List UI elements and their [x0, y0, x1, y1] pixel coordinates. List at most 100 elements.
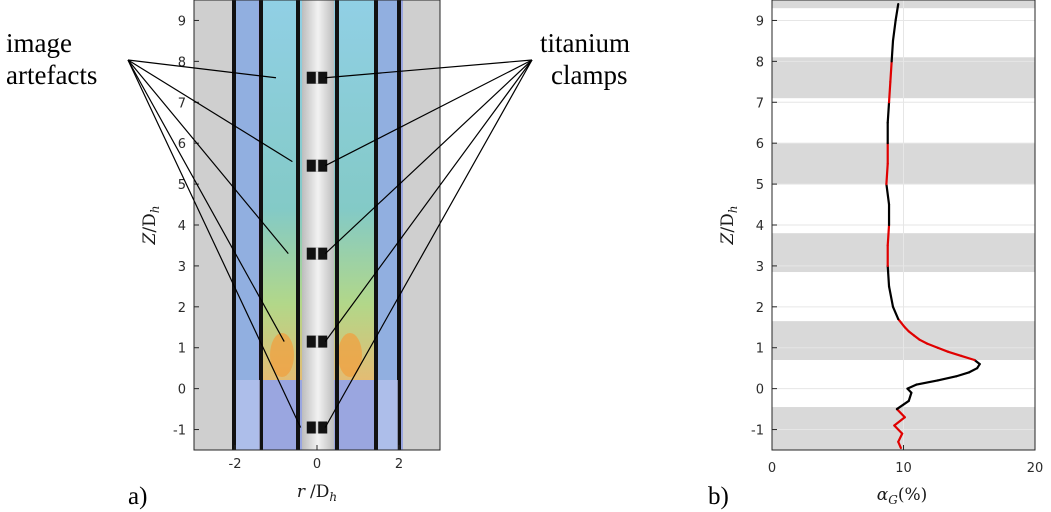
rod-wall-5: [374, 0, 378, 450]
clamp-gap: [315, 421, 319, 434]
profile-segment: [907, 330, 916, 337]
clamp-gap: [315, 335, 319, 348]
x-axis-label-a: r/Dh: [297, 482, 337, 504]
annotation-image: image: [6, 28, 72, 58]
y-tick-label-a: 5: [178, 178, 186, 193]
profile-segment: [947, 350, 963, 358]
panel-label-a: a): [128, 483, 147, 510]
y-axis-label-a-unit: /D: [140, 213, 160, 232]
artefact-leader-line: [127, 59, 277, 79]
x-axis-label-b-sub: G: [888, 493, 898, 507]
void-plume-right: [334, 0, 376, 380]
profile-segment: [897, 432, 904, 443]
y-axis-label-b-var: Z: [718, 231, 738, 245]
profile-segment: [912, 334, 921, 341]
x-axis-label-b-unit: (%): [898, 485, 927, 505]
artefact-leader-line: [127, 59, 302, 428]
inlet-region: [236, 380, 260, 450]
panel-b: -1 0 1 2 3 4 5 6 7 8 9 0 10 20 αG(%) Z/Dh b): [708, 0, 1043, 510]
rod-wall-3: [296, 0, 300, 450]
y-tick-label-b: 2: [756, 301, 764, 316]
y-axis-label-a-sub: h: [148, 206, 162, 214]
profile-segment: [886, 264, 891, 288]
profile-segment: [936, 346, 950, 353]
profile-segment: [907, 391, 913, 403]
void-plume-outer-right: [378, 0, 398, 450]
y-tick-label-b: 9: [756, 14, 764, 29]
panel-label-b: b): [708, 483, 729, 510]
y-tick-label-b: 1: [756, 342, 764, 357]
profile-segment: [973, 358, 981, 366]
y-tick-label-a: 2: [178, 301, 186, 316]
rod-wall-6: [397, 0, 401, 450]
panel-b-axes: -1 0 1 2 3 4 5 6 7 8 9 0 10 20: [751, 14, 1043, 476]
y-tick-label-a: 0: [178, 383, 186, 398]
y-tick-label-b: 6: [756, 137, 764, 152]
profile-segment: [895, 407, 906, 419]
artefact-leader-line: [127, 59, 285, 342]
y-tick-label-b: 0: [756, 383, 764, 398]
tomography-image: [232, 0, 403, 450]
y-axis-label-a-var: Z: [140, 231, 160, 245]
profile-segment: [891, 305, 900, 321]
clamp-leader-line: [324, 59, 533, 255]
x-axis-label-a-sub: h: [329, 490, 337, 504]
x-axis-label-b: αG(%): [877, 485, 928, 507]
profile-segment: [906, 383, 918, 390]
profile-segment: [897, 440, 902, 450]
profile-segment: [893, 416, 906, 427]
clamp-leader-line: [324, 59, 533, 342]
annotation-artefacts: artefacts: [6, 60, 97, 90]
profile-segment: [968, 367, 979, 374]
y-tick-label-a: -1: [173, 424, 186, 439]
artefact-leader-line: [127, 59, 293, 163]
clamp-gap: [315, 247, 319, 260]
x-axis-label-b-var: α: [877, 485, 889, 505]
profile-segment: [915, 379, 939, 386]
y-tick-label-b: 7: [756, 96, 764, 111]
central-rod: [302, 0, 334, 450]
void-plume-left: [262, 0, 302, 380]
x-tick-label-b: 20: [1027, 461, 1044, 476]
x-tick-label-a: -2: [229, 457, 242, 472]
profile-segment: [885, 182, 891, 206]
x-tick-label-b: 0: [768, 461, 776, 476]
x-axis-label-a-unit: /D: [310, 482, 329, 502]
profile-segment: [889, 60, 893, 83]
annotation-leader-lines: [127, 59, 533, 428]
clamp-leader-line: [324, 59, 533, 428]
profile-segment: [890, 39, 895, 63]
y-tick-label-a: 6: [178, 137, 186, 152]
clamp-gap: [315, 71, 319, 84]
profile-segment: [954, 371, 971, 378]
inlet-region-right: [378, 380, 398, 450]
profile-segment: [894, 2, 900, 22]
x-tick-label-a: 2: [395, 457, 403, 472]
profile-segment: [936, 375, 958, 382]
y-tick-label-a: 3: [178, 260, 186, 275]
y-tick-label-a: 7: [178, 96, 186, 111]
y-tick-label-b: 3: [756, 260, 764, 275]
y-tick-label-a: 8: [178, 55, 186, 70]
artefact-leader-line: [127, 59, 289, 255]
annotation-clamps: clamps: [551, 60, 627, 90]
y-tick-label-a: 9: [178, 14, 186, 29]
void-plume-outer-left: [236, 0, 258, 450]
profile-segment: [886, 101, 891, 124]
profile-segment: [893, 424, 904, 435]
clamp-gap: [315, 159, 319, 172]
y-axis-label-a: Z/Dh: [140, 206, 162, 246]
profile-segment: [918, 338, 929, 345]
y-axis-label-b: Z/Dh: [718, 206, 740, 246]
profile-segment: [897, 317, 906, 329]
annotation-titanium: titanium: [540, 28, 630, 58]
profile-segment: [885, 162, 889, 186]
y-axis-label-b-sub: h: [726, 206, 740, 214]
y-tick-label-a: 1: [178, 342, 186, 357]
y-tick-label-a: 4: [178, 219, 186, 234]
x-tick-label-b: 10: [895, 461, 912, 476]
clamp-leader-line: [325, 59, 533, 79]
x-tick-label-a: 0: [313, 457, 321, 472]
